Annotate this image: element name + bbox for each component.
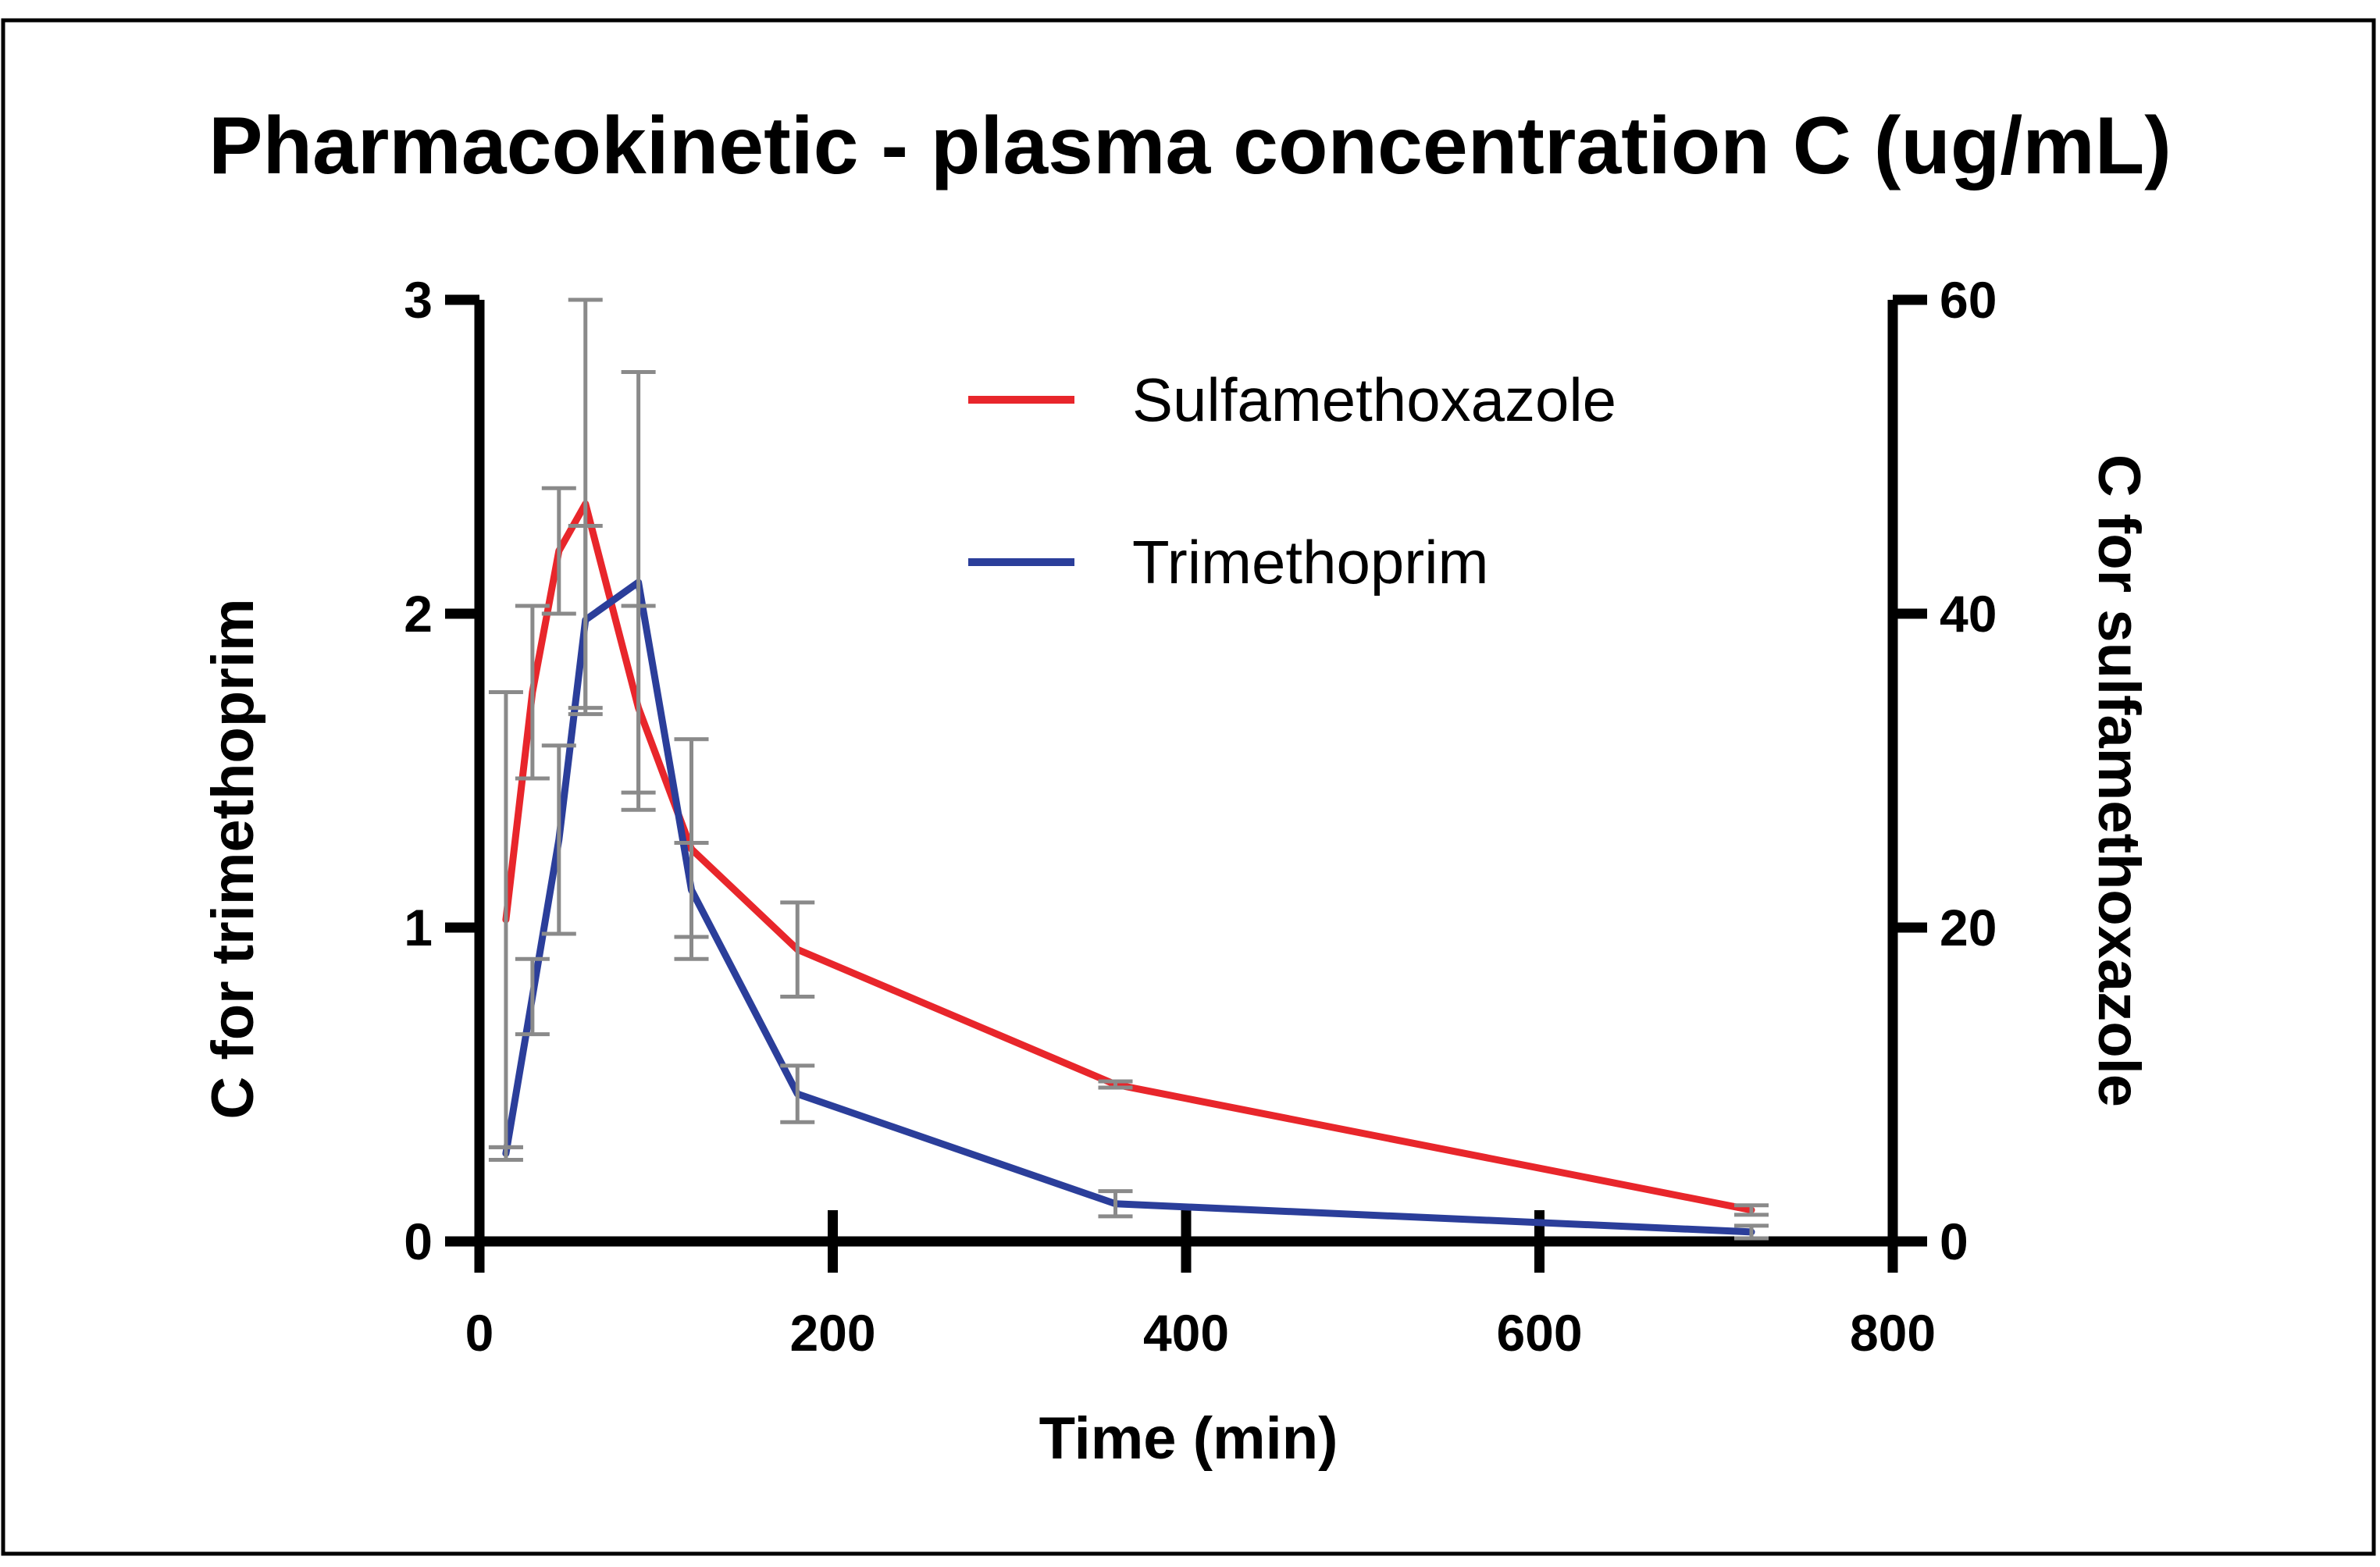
chart-title: Pharmacokinetic - plasma concentration C… [208,101,2172,191]
error-bar-trimethoprim [488,1145,523,1162]
error-bar-sulfamethoxazole [1734,1203,1769,1217]
error-bar-trimethoprim [568,523,603,717]
legend-label-trimethoprim: Trimethoprim [1132,528,1489,597]
error-bar-sulfamethoxazole [1098,1079,1133,1090]
y-axis-right-label: C for sulfamethoxazole [2086,454,2152,1107]
x-axis-label: Time (min) [1039,1405,1338,1472]
x-tick-label: 200 [789,1304,875,1362]
error-bar-sulfamethoxazole [541,486,576,616]
error-bar-trimethoprim [1734,1223,1769,1241]
error-bar-sulfamethoxazole [515,604,550,781]
error-bar-trimethoprim [780,1063,815,1124]
error-bar-trimethoprim [541,743,576,936]
y-right-tick-label: 0 [1940,1213,1968,1270]
y-right-tick-label: 60 [1940,271,1997,329]
y-axis-left-label: C for trimethoprim [200,598,266,1119]
error-bar-trimethoprim [674,840,709,939]
y-left-tick-label: 1 [404,899,433,956]
y-left-tick-label: 0 [404,1213,433,1270]
x-tick-label: 400 [1143,1304,1229,1362]
x-tick-label: 600 [1496,1304,1582,1362]
figure-border [1,18,2376,1556]
error-bar-trimethoprim [621,369,656,795]
x-tick-label: 0 [465,1304,494,1362]
error-bar-sulfamethoxazole [780,900,815,999]
error-bar-trimethoprim [515,956,550,1037]
y-left-tick-label: 3 [404,271,433,329]
error-bar-trimethoprim [1098,1189,1133,1219]
legend-label-sulfamethoxazole: Sulfamethoxazole [1132,365,1616,434]
y-right-tick-label: 40 [1940,585,1997,643]
y-left-tick-label: 2 [404,585,433,643]
y-right-tick-label: 20 [1940,899,1997,956]
x-tick-label: 800 [1850,1304,1936,1362]
